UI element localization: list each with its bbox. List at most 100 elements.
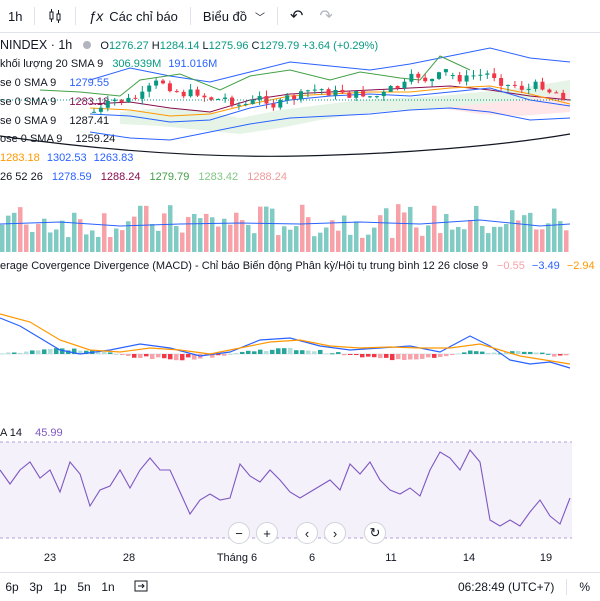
volume-bar [222,218,227,252]
macd-histogram-bar [396,354,401,360]
volume-bar [468,219,473,252]
volume-bar [36,223,41,252]
macd-histogram-bar [558,354,563,356]
macd-histogram-bar [294,350,299,354]
macd-histogram [0,347,569,361]
candle-body [374,96,379,98]
range-1p[interactable]: 1p [53,580,67,594]
percent-scale-button[interactable]: % [579,580,590,594]
undo-button[interactable]: ↶ [282,0,311,32]
zoom-in-button[interactable]: + [256,522,278,544]
low-label: L [202,40,209,52]
volume-bar [228,224,233,252]
volume-bar [558,221,563,252]
volume-bar [288,229,293,252]
time-axis[interactable]: 23 28 Tháng 6 6 11 14 19 [0,546,600,572]
change-value: +3.64 (+0.29%) [302,40,379,52]
macd-histogram-bar [546,353,551,355]
candle-body [154,80,159,86]
macd-histogram-bar [450,354,455,355]
volume-bar [372,227,377,252]
symbol-legend: NINDEX · 1h O1276.27 H1284.14 L1275.96 C… [0,38,378,53]
candle-body [299,91,303,100]
symbol-name[interactable]: NINDEX · 1h [0,38,73,52]
rsi-line [0,449,571,527]
zoom-out-button[interactable]: − [228,522,250,544]
candle-body [257,96,262,100]
volume-bar [114,228,119,252]
volume-bar [168,205,173,252]
range-5n[interactable]: 5n [77,580,91,594]
macd-histogram-bar [0,353,5,355]
volume-bar [366,234,371,252]
macd-histogram-bar [408,354,413,360]
volume-bar [348,234,353,252]
volume-bar [294,226,299,252]
candle-body [464,75,469,82]
volume-bar [258,206,263,252]
macd-histogram-bar [132,354,137,358]
volume-bar [60,220,65,252]
volume-bar [312,236,317,252]
candlesticks [92,67,566,115]
price-chart[interactable] [0,32,600,542]
chart-type-button[interactable]: Biểu đồ ﹀ [195,0,273,32]
macd-histogram-bar [540,352,545,354]
macd-histogram-bar [414,354,419,360]
candle-body [402,81,407,88]
macd-histogram-bar [462,352,467,354]
candle-body [443,69,448,73]
volume-bar [510,210,515,252]
macd-histogram-bar [228,353,233,355]
chevron-left-icon: ‹ [304,525,310,541]
date-range-button[interactable] [134,579,148,596]
macd-histogram-bar [60,348,65,354]
bottom-toolbar: 6p 3p 1p 5n 1n 06:28:49 (UTC+7) % [0,572,600,601]
candle-body [388,85,393,92]
candle-body [499,78,504,86]
macd-histogram-bar [276,348,281,354]
bb-lower-line [89,107,571,141]
clock-timezone[interactable]: 06:28:49 (UTC+7) [457,580,555,594]
candle-body [167,83,172,92]
interval-button[interactable]: 1h [0,0,30,32]
macd-histogram-bar [24,351,29,354]
volume-bar [72,212,77,252]
spacer [284,522,290,544]
candle-body [368,96,372,98]
volume-bar [192,213,197,252]
candle-body [250,99,255,104]
reset-chart-button[interactable]: ↻ [364,522,386,544]
candle-body [395,85,400,88]
scroll-right-button[interactable]: › [324,522,346,544]
volume-bar [198,218,203,252]
macd-histogram-bar [552,354,557,357]
range-1n[interactable]: 1n [101,580,115,594]
low-value: 1275.96 [208,40,249,52]
candlestick-icon [49,9,61,23]
candle-body [361,91,366,97]
sma2-value: 1283.18 [69,96,110,108]
candle-body [264,96,269,104]
rsi-value: 45.99 [35,427,63,439]
volume-sma-value: 191.016M [168,58,218,70]
indicators-button[interactable]: ƒx Các chỉ báo [80,0,185,32]
volume-bar [306,217,311,252]
redo-button[interactable]: ↷ [311,0,340,32]
candle-body [533,81,538,89]
macd-histogram-bar [216,354,221,356]
candle-body [216,98,221,100]
volume-bar [234,212,239,252]
macd-histogram-bar [156,354,161,358]
macd-histogram-bar [426,354,431,358]
scroll-left-button[interactable]: ‹ [296,522,318,544]
volume-bar [270,208,275,252]
time-tick: 19 [539,552,553,564]
candle-body [133,97,138,99]
candlestick-button[interactable] [39,0,71,32]
macd-histogram-bar [492,352,497,354]
time-tick: 11 [385,552,397,564]
range-6p[interactable]: 6p [5,580,19,594]
volume-bar [546,223,551,252]
range-3p[interactable]: 3p [29,580,43,594]
